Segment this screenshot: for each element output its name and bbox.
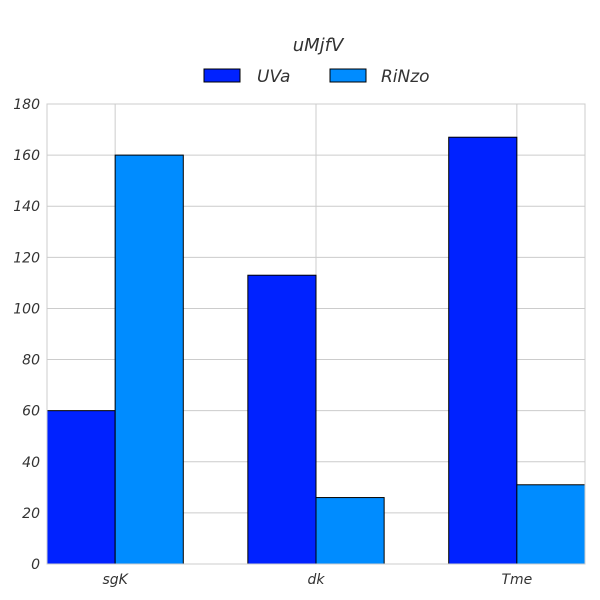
y-tick-label: 0	[31, 557, 40, 573]
legend-label-UVa: UVa	[257, 67, 290, 87]
y-tick-label: 140	[13, 199, 40, 215]
legend-swatch-UVa	[203, 68, 241, 83]
chart-title: uMjfV	[293, 35, 345, 56]
y-tick-label: 120	[13, 250, 40, 266]
y-axis-ticks: 0 20 40 60 80 100 120 140 160 180	[13, 97, 40, 573]
bar-UVa-Tme	[448, 136, 518, 565]
x-tick-label: Tme	[501, 572, 532, 588]
bar-UVa-dk	[247, 274, 317, 565]
legend-label-RiNzo: RiNzo	[381, 67, 430, 87]
x-tick-label: sgK	[102, 572, 129, 588]
legend-swatch-RiNzo	[329, 68, 367, 83]
y-tick-label: 180	[13, 97, 40, 113]
y-tick-label: 80	[22, 353, 40, 369]
y-tick-label: 40	[22, 455, 40, 471]
y-tick-label: 100	[13, 301, 40, 317]
bar-UVa-sgK	[46, 410, 116, 565]
bars	[46, 136, 586, 565]
legend: UVa RiNzo	[203, 67, 430, 87]
bar-RiNzo-sgK	[114, 154, 184, 565]
y-tick-label: 60	[22, 404, 40, 420]
x-tick-label: dk	[308, 572, 326, 588]
x-axis-ticks: sgK dk Tme	[102, 572, 532, 588]
bar-RiNzo-dk	[315, 497, 385, 565]
bar-RiNzo-Tme	[516, 484, 586, 565]
plot-frame	[46, 103, 586, 565]
y-tick-label: 20	[22, 506, 40, 522]
y-tick-label: 160	[13, 148, 40, 164]
